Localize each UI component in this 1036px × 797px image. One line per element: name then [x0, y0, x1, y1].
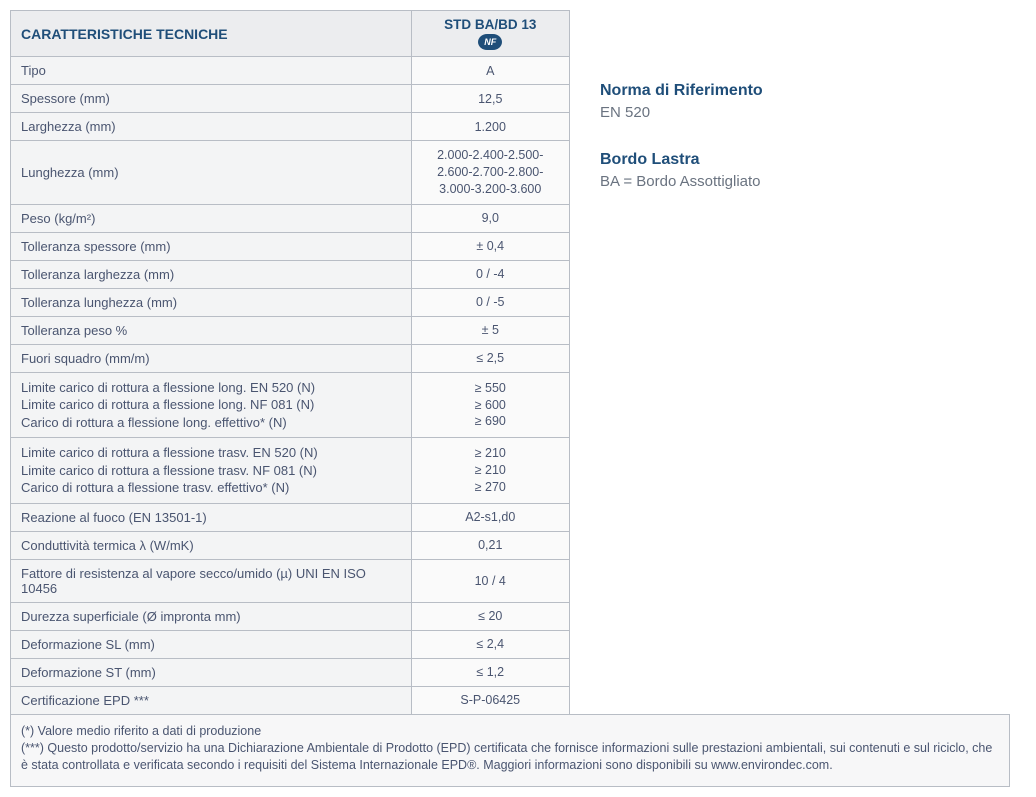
- ref-value: EN 520: [600, 104, 980, 121]
- column-header-text: STD BA/BD 13: [416, 17, 565, 32]
- row-label: Certificazione EPD ***: [11, 686, 412, 714]
- table-row: Limite carico di rottura a flessione tra…: [11, 438, 570, 504]
- row-value: 9,0: [411, 204, 569, 232]
- row-value: ≤ 2,5: [411, 344, 569, 372]
- footnotes: (*) Valore medio riferito a dati di prod…: [10, 714, 1010, 787]
- footnote-2: (***) Questo prodotto/servizio ha una Di…: [21, 740, 999, 774]
- row-value: 0,21: [411, 531, 569, 559]
- table-row: Fattore di resistenza al vapore secco/um…: [11, 559, 570, 602]
- table-row: Larghezza (mm)1.200: [11, 113, 570, 141]
- table-row: Certificazione EPD ***S-P-06425: [11, 686, 570, 714]
- row-value: 0 / -5: [411, 288, 569, 316]
- row-label: Limite carico di rottura a flessione tra…: [11, 438, 412, 504]
- row-value: A2-s1,d0: [411, 503, 569, 531]
- edge-value: BA = Bordo Assottigliato: [600, 173, 980, 190]
- row-value: 0 / -4: [411, 260, 569, 288]
- table-row: Tolleranza larghezza (mm)0 / -4: [11, 260, 570, 288]
- table-row: Lunghezza (mm)2.000-2.400-2.500-2.600-2.…: [11, 141, 570, 205]
- row-label: Limite carico di rottura a flessione lon…: [11, 372, 412, 438]
- row-value: 12,5: [411, 85, 569, 113]
- row-value: ± 0,4: [411, 232, 569, 260]
- page-wrapper: CARATTERISTICHE TECNICHE STD BA/BD 13 NF…: [10, 10, 1026, 715]
- row-label: Lunghezza (mm): [11, 141, 412, 205]
- row-label: Durezza superficiale (Ø impronta mm): [11, 602, 412, 630]
- footnote-1: (*) Valore medio riferito a dati di prod…: [21, 723, 999, 740]
- row-label: Larghezza (mm): [11, 113, 412, 141]
- edge-heading: Bordo Lastra: [600, 151, 980, 169]
- sidebar: Norma di Riferimento EN 520 Bordo Lastra…: [600, 10, 980, 220]
- row-value: ± 5: [411, 316, 569, 344]
- table-row: Peso (kg/m²)9,0: [11, 204, 570, 232]
- row-value: 1.200: [411, 113, 569, 141]
- row-value: ≤ 20: [411, 602, 569, 630]
- row-label: Conduttività termica λ (W/mK): [11, 531, 412, 559]
- row-label: Tolleranza larghezza (mm): [11, 260, 412, 288]
- table-column-header: STD BA/BD 13 NF: [411, 11, 569, 57]
- row-label: Tolleranza spessore (mm): [11, 232, 412, 260]
- table-row: Deformazione SL (mm)≤ 2,4: [11, 630, 570, 658]
- row-label: Deformazione ST (mm): [11, 658, 412, 686]
- row-label: Tolleranza lunghezza (mm): [11, 288, 412, 316]
- row-label: Deformazione SL (mm): [11, 630, 412, 658]
- ref-heading: Norma di Riferimento: [600, 82, 980, 100]
- spec-table: CARATTERISTICHE TECNICHE STD BA/BD 13 NF…: [10, 10, 570, 715]
- row-value: ≤ 1,2: [411, 658, 569, 686]
- row-label: Fuori squadro (mm/m): [11, 344, 412, 372]
- nf-badge-icon: NF: [478, 34, 502, 50]
- table-row: Tolleranza spessore (mm)± 0,4: [11, 232, 570, 260]
- row-label: Reazione al fuoco (EN 13501-1): [11, 503, 412, 531]
- table-row: Conduttività termica λ (W/mK)0,21: [11, 531, 570, 559]
- row-value: ≥ 550≥ 600≥ 690: [411, 372, 569, 438]
- table-row: Durezza superficiale (Ø impronta mm)≤ 20: [11, 602, 570, 630]
- row-value: S-P-06425: [411, 686, 569, 714]
- table-row: TipoA: [11, 57, 570, 85]
- table-row: Tolleranza peso %± 5: [11, 316, 570, 344]
- row-label: Spessore (mm): [11, 85, 412, 113]
- table-row: Spessore (mm)12,5: [11, 85, 570, 113]
- table-row: Deformazione ST (mm)≤ 1,2: [11, 658, 570, 686]
- table-row: Tolleranza lunghezza (mm)0 / -5: [11, 288, 570, 316]
- row-label: Tolleranza peso %: [11, 316, 412, 344]
- row-value: ≥ 210≥ 210≥ 270: [411, 438, 569, 504]
- row-label: Peso (kg/m²): [11, 204, 412, 232]
- table-row: Reazione al fuoco (EN 13501-1)A2-s1,d0: [11, 503, 570, 531]
- row-value: ≤ 2,4: [411, 630, 569, 658]
- row-value: 2.000-2.400-2.500-2.600-2.700-2.800-3.00…: [411, 141, 569, 205]
- table-row: Limite carico di rottura a flessione lon…: [11, 372, 570, 438]
- row-value: 10 / 4: [411, 559, 569, 602]
- table-header-label: CARATTERISTICHE TECNICHE: [11, 11, 412, 57]
- table-row: Fuori squadro (mm/m)≤ 2,5: [11, 344, 570, 372]
- row-label: Fattore di resistenza al vapore secco/um…: [11, 559, 412, 602]
- row-label: Tipo: [11, 57, 412, 85]
- row-value: A: [411, 57, 569, 85]
